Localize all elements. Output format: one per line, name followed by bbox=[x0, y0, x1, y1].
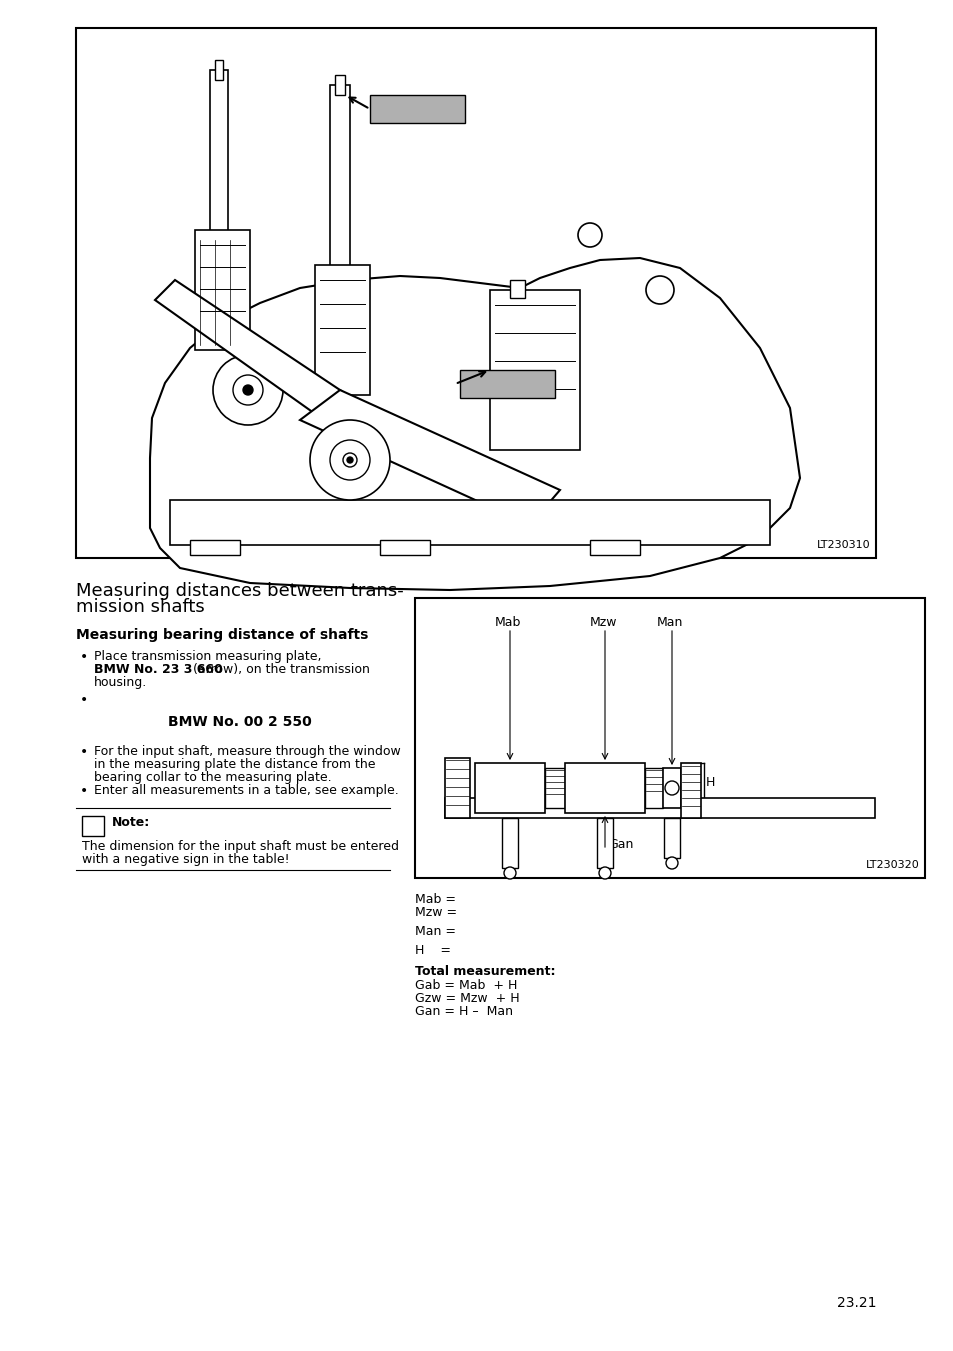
Text: H: H bbox=[705, 777, 715, 789]
Text: 23 3 660: 23 3 660 bbox=[464, 376, 539, 390]
Polygon shape bbox=[150, 258, 800, 590]
Text: housing.: housing. bbox=[94, 676, 147, 689]
Circle shape bbox=[310, 420, 390, 500]
Bar bbox=[663, 817, 679, 858]
Text: Gan: Gan bbox=[607, 838, 633, 851]
Bar bbox=[544, 767, 564, 808]
Text: Man =: Man = bbox=[415, 925, 456, 938]
Text: (arrow), on the transmission: (arrow), on the transmission bbox=[189, 663, 370, 676]
Text: H    =: H = bbox=[415, 944, 451, 957]
Text: The dimension for the input shaft must be entered: The dimension for the input shaft must b… bbox=[82, 840, 398, 852]
Circle shape bbox=[213, 355, 283, 426]
Text: in the measuring plate the distance from the: in the measuring plate the distance from… bbox=[94, 758, 375, 771]
Bar bbox=[501, 817, 517, 867]
Circle shape bbox=[503, 867, 516, 880]
Bar bbox=[644, 767, 662, 808]
Bar bbox=[680, 763, 700, 817]
Bar bbox=[564, 763, 644, 813]
Bar bbox=[475, 763, 544, 813]
Text: Total measurement:: Total measurement: bbox=[415, 965, 555, 978]
Bar bbox=[76, 28, 875, 558]
Bar bbox=[335, 76, 345, 95]
Bar bbox=[415, 598, 924, 878]
Text: LT230310: LT230310 bbox=[817, 540, 870, 550]
Bar bbox=[444, 798, 874, 817]
Text: Gzw = Mzw  + H: Gzw = Mzw + H bbox=[415, 992, 519, 1005]
Text: Enter all measurements in a table, see example.: Enter all measurements in a table, see e… bbox=[94, 784, 398, 797]
Text: •: • bbox=[80, 784, 89, 798]
Bar bbox=[370, 95, 464, 123]
Text: •: • bbox=[80, 693, 89, 707]
Text: 23.21: 23.21 bbox=[837, 1296, 876, 1310]
Text: •: • bbox=[80, 650, 89, 663]
Circle shape bbox=[330, 440, 370, 480]
Circle shape bbox=[347, 457, 353, 463]
Bar bbox=[459, 370, 555, 399]
Text: Measuring distances between trans-: Measuring distances between trans- bbox=[76, 582, 403, 600]
Circle shape bbox=[645, 276, 673, 304]
Text: 00 2 550: 00 2 550 bbox=[375, 100, 449, 115]
Text: mission shafts: mission shafts bbox=[76, 598, 205, 616]
Bar bbox=[214, 59, 223, 80]
Text: BMW No. 00 2 550: BMW No. 00 2 550 bbox=[168, 715, 312, 730]
Text: Mab: Mab bbox=[495, 616, 521, 630]
Text: Mab =: Mab = bbox=[415, 893, 456, 907]
Bar bbox=[314, 265, 370, 394]
Bar bbox=[330, 85, 350, 305]
Polygon shape bbox=[154, 280, 399, 459]
Text: Gab: Gab bbox=[497, 777, 522, 789]
Bar bbox=[190, 540, 240, 555]
Text: bearing collar to the measuring plate.: bearing collar to the measuring plate. bbox=[94, 771, 332, 784]
Bar bbox=[194, 230, 250, 350]
Text: •: • bbox=[80, 744, 89, 759]
Text: Note:: Note: bbox=[112, 816, 150, 830]
Text: For the input shaft, measure through the window: For the input shaft, measure through the… bbox=[94, 744, 400, 758]
Text: Place transmission measuring plate,: Place transmission measuring plate, bbox=[94, 650, 321, 663]
Text: Man: Man bbox=[657, 616, 682, 630]
Bar bbox=[210, 70, 228, 270]
Bar bbox=[510, 280, 524, 299]
Bar bbox=[490, 290, 579, 450]
Bar bbox=[379, 540, 430, 555]
Text: BMW No. 23 3 660: BMW No. 23 3 660 bbox=[94, 663, 222, 676]
Text: Mzw: Mzw bbox=[589, 616, 617, 630]
Circle shape bbox=[343, 453, 356, 467]
Text: Gzw: Gzw bbox=[591, 777, 618, 789]
Text: Gan = H –  Man: Gan = H – Man bbox=[415, 1005, 513, 1019]
Text: LT230320: LT230320 bbox=[865, 861, 919, 870]
Text: Gab = Mab  + H: Gab = Mab + H bbox=[415, 979, 517, 992]
Text: Measuring bearing distance of shafts: Measuring bearing distance of shafts bbox=[76, 628, 368, 642]
Bar bbox=[589, 540, 639, 555]
Bar bbox=[662, 767, 680, 808]
Text: Mzw =: Mzw = bbox=[415, 907, 456, 919]
Bar bbox=[597, 817, 613, 867]
Circle shape bbox=[664, 781, 679, 794]
Circle shape bbox=[598, 867, 610, 880]
Bar bbox=[82, 816, 104, 836]
Bar bbox=[170, 500, 769, 544]
Text: with a negative sign in the table!: with a negative sign in the table! bbox=[82, 852, 290, 866]
Circle shape bbox=[233, 376, 263, 405]
Circle shape bbox=[578, 223, 601, 247]
Circle shape bbox=[665, 857, 678, 869]
Circle shape bbox=[243, 385, 253, 394]
Polygon shape bbox=[299, 390, 559, 526]
Bar bbox=[444, 758, 470, 817]
